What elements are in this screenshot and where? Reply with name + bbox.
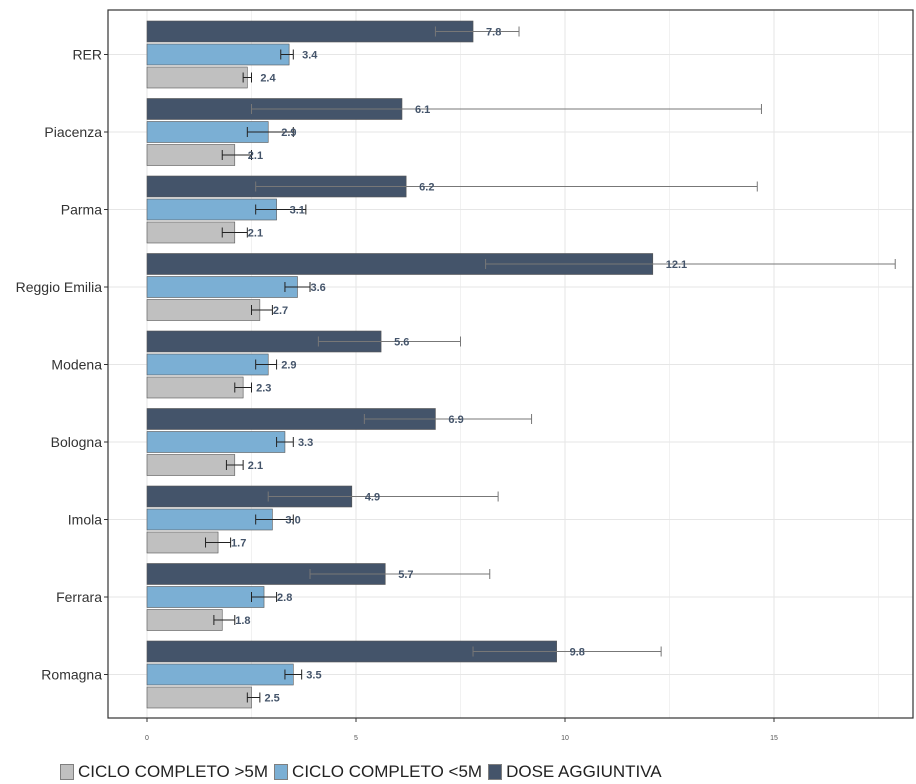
data-label-dose-aggiuntiva-ferrara: 5.7	[398, 569, 413, 581]
bar-ciclo-completo-5m-rer	[146, 66, 248, 89]
category-label-romagna: Romagna	[41, 667, 102, 683]
category-label-ferrara: Ferrara	[56, 589, 102, 605]
data-label-ciclo-completo-5m-bologna: 2.1	[248, 460, 263, 472]
bar-ciclo-completo-5m-bologna	[146, 431, 286, 453]
bar-ciclo-completo-5m-rer	[146, 43, 290, 66]
data-label-ciclo-completo-5m-parma: 3.1	[290, 205, 305, 217]
category-label-reggio-emilia: Reggio Emilia	[16, 279, 103, 295]
data-label-ciclo-completo-5m-rer: 3.4	[302, 50, 318, 62]
x-tick-label: 10	[561, 735, 569, 742]
data-label-ciclo-completo-5m-parma: 2.1	[248, 228, 263, 240]
data-label-ciclo-completo-5m-romagna: 2.5	[265, 693, 280, 705]
data-label-ciclo-completo-5m-ferrara: 1.8	[235, 615, 250, 627]
data-label-ciclo-completo-5m-imola: 1.7	[231, 538, 246, 550]
bar-ciclo-completo-5m-romagna	[146, 686, 252, 709]
bar-chart: 0 5 10 15 RER 7.8 3.4 2.4 Piacenza 6.1 2.9 2.1 Parma…	[16, 9, 914, 743]
data-label-dose-aggiuntiva-rer: 7.8	[486, 27, 501, 39]
category-label-piacenza: Piacenza	[44, 124, 102, 140]
bar-ciclo-completo-5m-bologna	[146, 454, 236, 476]
category-label-imola: Imola	[68, 512, 102, 528]
labels-layer: 0 5 10 15 RER 7.8 3.4 2.4 Piacenza 6.1 2.9 2.1 Parma…	[16, 27, 778, 743]
data-label-ciclo-completo-5m-bologna: 3.3	[298, 437, 313, 449]
legend-item-ciclo-completo-under-5m: CICLO COMPLETO <5M	[274, 762, 482, 782]
data-label-ciclo-completo-5m-piacenza: 2.9	[281, 127, 296, 139]
legend-swatch-ciclo-completo-over-5m	[60, 764, 74, 780]
bar-ciclo-completo-5m-modena	[146, 376, 244, 399]
data-label-dose-aggiuntiva-bologna: 6.9	[448, 414, 463, 426]
bar-ciclo-completo-5m-imola	[146, 508, 273, 531]
legend-swatch-dose-aggiuntiva	[488, 764, 503, 780]
plot-frame	[107, 9, 914, 719]
bars-layer	[146, 20, 896, 709]
data-label-dose-aggiuntiva-romagna: 9.8	[570, 647, 585, 659]
bar-ciclo-completo-5m-reggio-emilia	[146, 299, 261, 321]
data-label-dose-aggiuntiva-parma: 6.2	[419, 182, 434, 194]
data-label-ciclo-completo-5m-romagna: 3.5	[306, 670, 321, 682]
data-label-dose-aggiuntiva-imola: 4.9	[365, 492, 380, 504]
data-label-dose-aggiuntiva-piacenza: 6.1	[415, 104, 430, 116]
data-label-ciclo-completo-5m-ferrara: 2.8	[277, 592, 292, 604]
data-label-ciclo-completo-5m-piacenza: 2.1	[248, 150, 263, 162]
legend-label-ciclo-completo-under-5m: CICLO COMPLETO <5M	[292, 762, 483, 781]
data-label-ciclo-completo-5m-rer: 2.4	[260, 73, 276, 85]
x-tick-label: 0	[145, 735, 149, 742]
x-tick-label: 5	[354, 735, 358, 742]
data-label-ciclo-completo-5m-modena: 2.3	[256, 383, 271, 395]
legend-label-ciclo-completo-over-5m: CICLO COMPLETO >5M	[78, 762, 269, 781]
category-label-bologna: Bologna	[51, 434, 103, 450]
legend-item-dose-aggiuntiva: DOSE AGGIUNTIVA	[488, 762, 662, 782]
legend-swatch-ciclo-completo-under-5m	[274, 764, 289, 780]
bar-ciclo-completo-5m-romagna	[146, 663, 294, 686]
category-label-modena: Modena	[51, 357, 102, 373]
data-label-dose-aggiuntiva-reggio-emilia: 12.1	[666, 259, 687, 271]
bar-ciclo-completo-5m-piacenza	[146, 144, 236, 166]
data-label-ciclo-completo-5m-imola: 3.0	[285, 515, 300, 527]
bar-ciclo-completo-5m-modena	[146, 353, 269, 376]
legend: CICLO COMPLETO >5M CICLO COMPLETO <5M DO…	[60, 760, 662, 784]
category-label-parma: Parma	[61, 202, 102, 218]
bar-dose-aggiuntiva-rer	[146, 20, 474, 43]
data-label-ciclo-completo-5m-reggio-emilia: 2.7	[273, 305, 288, 317]
bar-ciclo-completo-5m-parma	[146, 221, 236, 244]
category-label-rer: RER	[72, 47, 102, 63]
data-label-ciclo-completo-5m-modena: 2.9	[281, 360, 296, 372]
legend-label-dose-aggiuntiva: DOSE AGGIUNTIVA	[506, 762, 662, 781]
data-label-ciclo-completo-5m-reggio-emilia: 3.6	[310, 282, 325, 294]
legend-item-ciclo-completo-over-5m: CICLO COMPLETO >5M	[60, 762, 268, 782]
data-label-dose-aggiuntiva-modena: 5.6	[394, 337, 409, 349]
bar-ciclo-completo-5m-ferrara	[146, 609, 223, 631]
bar-ciclo-completo-5m-reggio-emilia	[146, 276, 298, 298]
x-tick-label: 15	[770, 735, 778, 742]
bar-ciclo-completo-5m-ferrara	[146, 586, 265, 608]
